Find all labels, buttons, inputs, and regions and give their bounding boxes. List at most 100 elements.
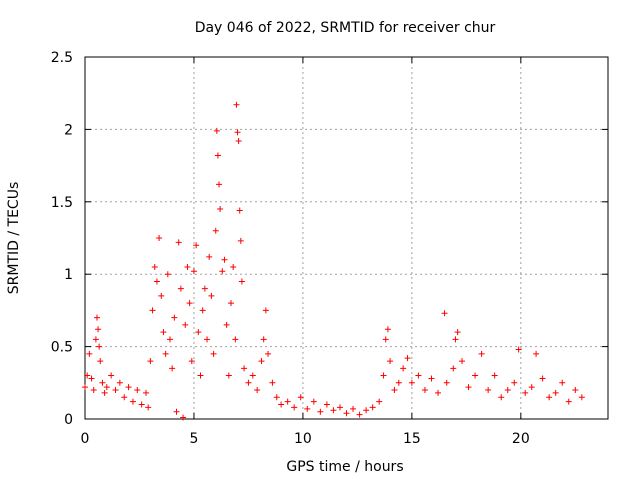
data-point <box>121 394 128 401</box>
data-point <box>428 375 435 382</box>
y-tick-label: 1.5 <box>51 195 73 211</box>
data-point <box>206 253 213 260</box>
data-point <box>528 384 535 391</box>
data-point <box>304 405 311 412</box>
data-point <box>129 398 136 405</box>
data-point <box>350 405 357 412</box>
data-point <box>376 398 383 405</box>
data-point <box>188 358 195 365</box>
data-point <box>249 372 256 379</box>
x-tick-label: 0 <box>81 431 90 447</box>
data-point <box>238 278 245 285</box>
data-point <box>143 389 150 396</box>
data-point <box>190 268 197 275</box>
data-point <box>565 398 572 405</box>
data-point <box>336 404 343 411</box>
data-point <box>400 365 407 372</box>
tick-labels: 0 5 10 15 20 0 0.5 1 1.5 2 2.5 <box>51 50 530 447</box>
data-point <box>297 394 304 401</box>
data-point <box>408 379 415 386</box>
data-point <box>237 237 244 244</box>
x-tick-label: 10 <box>294 431 312 447</box>
data-point <box>452 336 459 343</box>
data-point <box>465 384 472 391</box>
data-point <box>219 268 226 275</box>
data-point <box>343 410 350 417</box>
x-tick-label: 15 <box>403 431 421 447</box>
grid-lines <box>85 57 608 419</box>
data-point <box>225 372 232 379</box>
data-point <box>478 350 485 357</box>
data-point <box>323 401 330 408</box>
data-point <box>171 314 178 321</box>
data-point <box>108 372 115 379</box>
data-point <box>90 387 97 394</box>
data-point <box>485 387 492 394</box>
data-point <box>265 350 272 357</box>
data-point <box>284 398 291 405</box>
data-point <box>175 239 182 246</box>
data-point <box>233 101 240 108</box>
data-point <box>258 358 265 365</box>
data-point <box>245 379 252 386</box>
data-point <box>415 372 422 379</box>
data-point <box>559 379 566 386</box>
data-point <box>454 329 461 336</box>
data-points <box>82 101 585 421</box>
data-point <box>149 307 156 314</box>
data-point <box>158 292 165 299</box>
data-point <box>228 300 235 307</box>
data-point <box>330 407 337 414</box>
data-point <box>450 365 457 372</box>
data-point <box>230 263 237 270</box>
data-point <box>101 389 108 396</box>
data-point <box>193 242 200 249</box>
data-point <box>356 411 363 418</box>
data-point <box>204 336 211 343</box>
data-point <box>125 384 132 391</box>
data-point <box>86 350 93 357</box>
data-point <box>95 326 102 333</box>
data-point <box>269 379 276 386</box>
data-point <box>221 256 228 263</box>
data-point <box>210 350 217 357</box>
data-point <box>195 329 202 336</box>
data-point <box>217 206 224 213</box>
data-point <box>262 307 269 314</box>
data-point <box>208 292 215 299</box>
data-point <box>441 310 448 317</box>
data-point <box>435 389 442 396</box>
data-point <box>546 394 553 401</box>
data-point <box>92 336 99 343</box>
data-point <box>404 355 411 362</box>
y-tick-label: 2.5 <box>51 50 73 66</box>
data-point <box>232 336 239 343</box>
data-point <box>186 300 193 307</box>
data-point <box>166 336 173 343</box>
data-point <box>197 372 204 379</box>
data-point <box>273 394 280 401</box>
data-point <box>99 379 106 386</box>
data-point <box>134 387 141 394</box>
data-point <box>458 358 465 365</box>
data-point <box>103 384 110 391</box>
data-point <box>241 365 248 372</box>
data-point <box>491 372 498 379</box>
y-tick-label: 0 <box>64 412 73 428</box>
data-point <box>82 384 88 391</box>
data-point <box>384 326 391 333</box>
data-point <box>236 207 243 214</box>
data-point <box>369 404 376 411</box>
data-point <box>162 350 169 357</box>
data-point <box>182 321 189 328</box>
data-point <box>214 152 221 159</box>
data-point <box>421 387 428 394</box>
data-point <box>387 358 394 365</box>
data-point <box>184 263 191 270</box>
data-point <box>180 414 187 421</box>
data-point <box>173 408 180 415</box>
chart-title: Day 046 of 2022, SRMTID for receiver chu… <box>195 20 496 36</box>
data-point <box>380 372 387 379</box>
y-axis-label: SRMTID / TECUs <box>6 182 22 295</box>
